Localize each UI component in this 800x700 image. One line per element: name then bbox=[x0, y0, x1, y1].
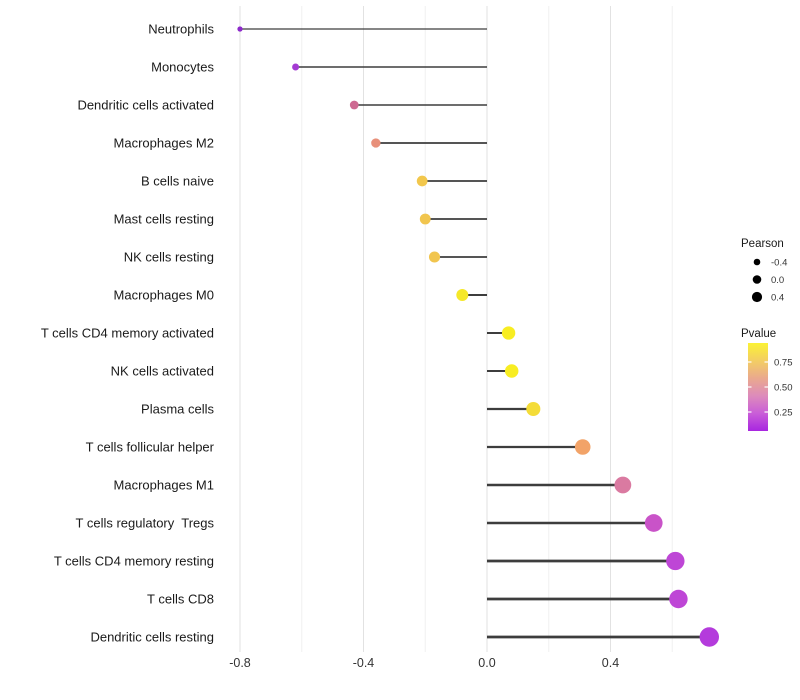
size-legend-dot bbox=[753, 258, 761, 266]
size-legend-dot bbox=[752, 275, 762, 284]
size-legend-label: 0.0 bbox=[771, 275, 784, 286]
lollipop-dot bbox=[574, 439, 591, 455]
lollipop-dot bbox=[456, 289, 469, 301]
lollipop-dot bbox=[501, 326, 516, 340]
lollipop-dot bbox=[292, 63, 300, 71]
size-legend-dot bbox=[751, 291, 763, 303]
lollipop-dot bbox=[526, 401, 541, 417]
y-axis-category-label: T cells CD4 memory resting bbox=[54, 554, 214, 569]
y-axis-category-label: Neutrophils bbox=[148, 22, 214, 37]
y-axis-category-label: Monocytes bbox=[151, 60, 214, 75]
y-axis-category-label: NK cells resting bbox=[124, 250, 214, 265]
y-axis-category-label: T cells regulatory Tregs bbox=[76, 516, 215, 531]
size-legend-label: 0.4 bbox=[771, 293, 784, 304]
lollipop-dot bbox=[644, 514, 663, 532]
color-legend-label: 0.25 bbox=[774, 408, 793, 419]
lollipop-dot bbox=[371, 138, 381, 148]
x-axis-tick-label: -0.4 bbox=[353, 656, 375, 670]
y-axis-category-label: B cells naive bbox=[141, 174, 214, 189]
lollipop-dot bbox=[614, 476, 632, 494]
pvalue-colorbar bbox=[748, 343, 768, 431]
lollipop-dot bbox=[416, 175, 428, 187]
lollipop-dot bbox=[504, 364, 519, 378]
y-axis-category-label: Macrophages M2 bbox=[114, 136, 214, 151]
x-axis-tick-label: -0.8 bbox=[229, 656, 251, 670]
size-legend-label: -0.4 bbox=[771, 258, 787, 269]
y-axis-category-label: T cells CD4 memory activated bbox=[41, 326, 214, 341]
lollipop-dot bbox=[699, 627, 719, 647]
lollipop-dot bbox=[669, 589, 688, 609]
x-axis-tick-label: 0.4 bbox=[602, 656, 619, 670]
x-axis-tick-label: 0.0 bbox=[478, 656, 495, 670]
y-axis-category-label: Plasma cells bbox=[141, 402, 214, 417]
y-axis-category-label: T cells follicular helper bbox=[86, 440, 215, 455]
y-axis-category-label: Dendritic cells resting bbox=[90, 630, 214, 645]
color-legend-label: 0.50 bbox=[774, 383, 793, 394]
lollipop-dot bbox=[428, 251, 441, 263]
lollipop-dot bbox=[237, 26, 243, 32]
color-legend-label: 0.75 bbox=[774, 358, 793, 369]
color-legend-title: Pvalue bbox=[741, 328, 776, 340]
lollipop-dot bbox=[666, 551, 685, 571]
size-legend-title: Pearson bbox=[741, 238, 784, 250]
y-axis-category-label: Macrophages M0 bbox=[114, 288, 214, 303]
y-axis-category-label: Dendritic cells activated bbox=[77, 98, 214, 113]
y-axis-category-label: Macrophages M1 bbox=[114, 478, 214, 493]
y-axis-category-label: NK cells activated bbox=[111, 364, 214, 379]
y-axis-category-label: T cells CD8 bbox=[147, 592, 214, 607]
y-axis-category-label: Mast cells resting bbox=[114, 212, 214, 227]
lollipop-dot bbox=[349, 100, 359, 110]
lollipop-dot bbox=[419, 213, 431, 225]
